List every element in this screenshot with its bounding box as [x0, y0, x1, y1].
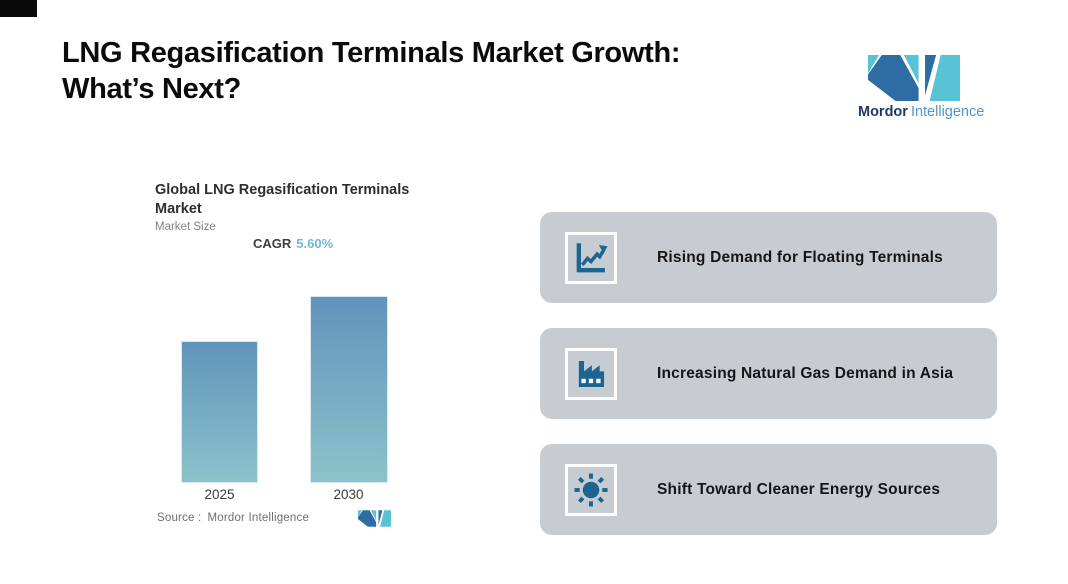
source-value: Mordor Intelligence — [207, 512, 310, 524]
mordor-intelligence-mini-logo-icon — [358, 510, 391, 527]
icon-box — [565, 231, 617, 284]
line-chart-icon — [576, 242, 608, 272]
driver-card-cleaner-energy: Shift Toward Cleaner Energy Sources — [540, 444, 997, 535]
brand-logo: Mordor Intelligence — [858, 55, 984, 120]
sun-icon — [574, 472, 608, 507]
brand-wordmark: Mordor Intelligence — [858, 104, 984, 120]
bar-2025 — [181, 341, 258, 483]
chart-title: Global LNG Regasification Terminals Mark… — [155, 182, 410, 218]
icon-box — [565, 463, 617, 516]
icon-box — [565, 347, 617, 400]
cagr-value: 5.60% — [296, 236, 334, 251]
page-title: LNG Regasification Terminals Market Grow… — [62, 36, 681, 108]
source-label: Source : — [157, 512, 202, 524]
mordor-intelligence-logo-icon — [868, 55, 960, 101]
x-tick-2025: 2025 — [204, 487, 235, 502]
cagr-annotation: CAGR 5.60% — [253, 236, 333, 251]
driver-card-asia-demand: Increasing Natural Gas Demand in Asia — [540, 328, 997, 419]
bar-2030 — [310, 296, 388, 483]
page-title-line2: What’s Next? — [62, 72, 242, 105]
source-note: Source : Mordor Intelligence — [157, 512, 309, 524]
brand-name-secondary: Intelligence — [910, 104, 985, 120]
corner-mark — [0, 0, 37, 17]
brand-name-primary: Mordor — [858, 104, 908, 120]
bar-chart — [181, 296, 388, 483]
x-tick-2030: 2030 — [333, 487, 364, 502]
chart-subtitle: Market Size — [155, 221, 216, 233]
driver-card-floating-terminals: Rising Demand for Floating Terminals — [540, 212, 997, 303]
factory-icon — [578, 360, 605, 387]
page-title-line1: LNG Regasification Terminals Market Grow… — [62, 37, 681, 69]
driver-label: Shift Toward Cleaner Energy Sources — [657, 480, 941, 498]
driver-cards: Rising Demand for Floating Terminals Inc… — [540, 212, 997, 535]
driver-label: Rising Demand for Floating Terminals — [657, 248, 943, 266]
cagr-label: CAGR — [253, 236, 292, 251]
driver-label: Increasing Natural Gas Demand in Asia — [657, 364, 954, 382]
